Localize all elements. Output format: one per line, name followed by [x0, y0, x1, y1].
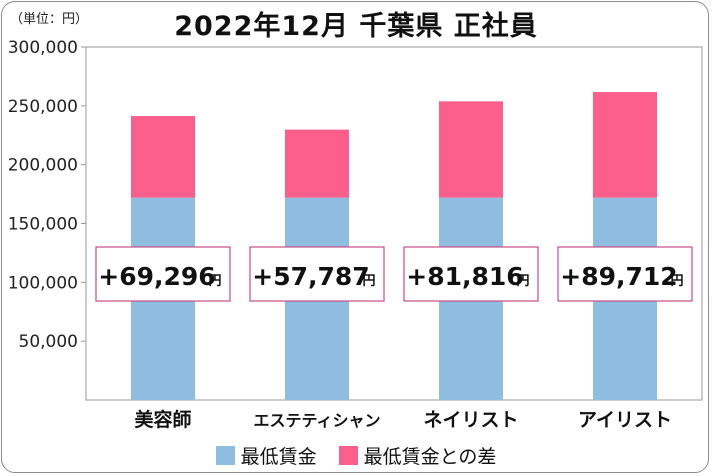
- legend-label-diff: 最低賃金との差: [363, 446, 497, 468]
- y-tick-label: 50,000: [19, 332, 78, 352]
- annotation-box: [403, 246, 539, 302]
- y-tick-label: 100,000: [8, 273, 78, 293]
- data-label-unit: 円: [516, 274, 529, 289]
- x-tick-label: アイリスト: [578, 409, 672, 431]
- bar-diff: [593, 92, 657, 198]
- legend: 最低賃金 最低賃金との差: [2, 442, 708, 470]
- chart-title: 2022年12月 千葉県 正社員: [174, 11, 538, 42]
- legend-swatch-base: [215, 446, 235, 465]
- data-label: +81,816: [406, 262, 523, 291]
- y-tick-label: 250,000: [8, 97, 78, 117]
- y-tick-label: 300,000: [8, 38, 78, 58]
- x-tick-label: エステティシャン: [253, 411, 380, 430]
- y-tick-label: 150,000: [8, 215, 78, 235]
- y-tick-label: 200,000: [8, 156, 78, 176]
- x-tick-label: 美容師: [134, 408, 191, 431]
- x-tick-label: ネイリスト: [423, 409, 518, 431]
- legend-item-diff: 最低賃金との差: [338, 442, 497, 469]
- bar-diff: [131, 116, 195, 198]
- annotation-box: [557, 246, 693, 302]
- data-label-unit: 円: [362, 274, 375, 289]
- annotation-box: [95, 246, 231, 302]
- data-label-unit: 円: [670, 274, 683, 289]
- data-label: +57,787: [252, 262, 369, 291]
- unit-label: （単位：円）: [10, 12, 89, 27]
- annotation-box: [249, 246, 385, 302]
- data-label-unit: 円: [208, 274, 221, 289]
- bar-diff: [439, 101, 503, 198]
- bar-diff: [285, 129, 349, 198]
- chart-svg: 50,000 100,000 150,000 200,000 250,000 300,00…: [8, 38, 703, 431]
- legend-item-base: 最低賃金: [215, 442, 317, 469]
- data-label: +69,296: [98, 262, 215, 291]
- legend-label-base: 最低賃金: [240, 446, 317, 468]
- data-label: +89,712: [560, 262, 677, 291]
- legend-swatch-diff: [338, 446, 358, 465]
